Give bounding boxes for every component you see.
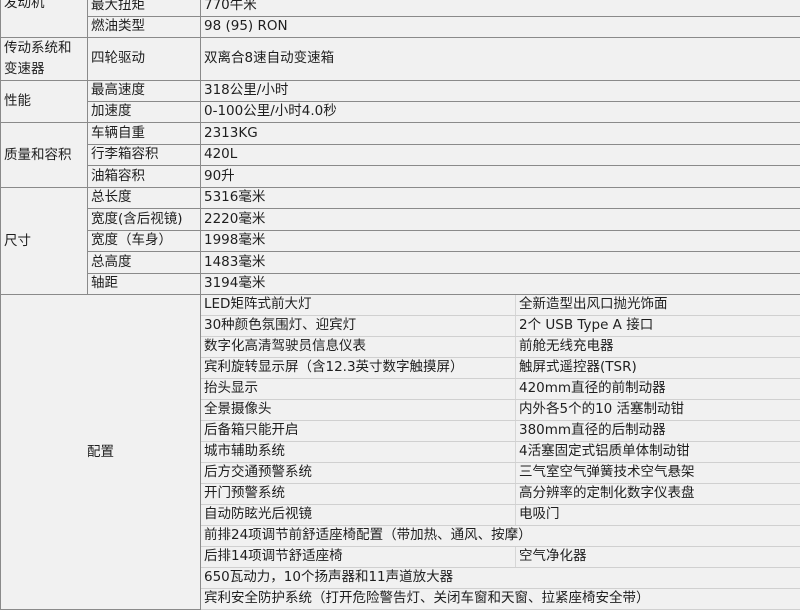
item-cell: 加速度 (88, 102, 201, 123)
config-item-right: 空气净化器 (516, 547, 800, 568)
config-item-right: 内外各5个的10 活塞制动钳 (516, 400, 800, 421)
item-cell: 轴距 (88, 274, 201, 295)
config-item-left: 30种颜色氛围灯、迎宾灯 (201, 316, 516, 337)
category-cell: 发动机 (1, 0, 88, 38)
spec-row: 传动系统和变速器四轮驱动双离合8速自动变速箱 (1, 38, 800, 81)
value-cell: 3194毫米 (201, 274, 800, 295)
item-cell: 四轮驱动 (88, 38, 201, 81)
category-label: 性能 (4, 93, 31, 109)
config-item-left: 抬头显示 (201, 379, 516, 400)
value-cell: 2313KG (201, 123, 800, 145)
value-cell: 2220毫米 (201, 209, 800, 231)
value-cell: 0-100公里/小时4.0秒 (201, 102, 800, 123)
item-cell: 燃油类型 (88, 17, 201, 38)
item-cell: 宽度(含后视镜) (88, 209, 201, 231)
config-item-right: 触屏式遥控器(TSR) (516, 358, 800, 379)
value-cell: 90升 (201, 166, 800, 188)
category-label: 尺寸 (4, 233, 31, 249)
value-cell: 770牛米 (201, 0, 800, 17)
value-cell: 98 (95) RON (201, 17, 800, 38)
category-label: 质量和容积 (4, 147, 72, 163)
config-item-left: 后备箱只能开启 (201, 421, 516, 442)
category-cell: 配置 (1, 295, 201, 610)
config-item-wide: 前排24项调节前舒适座椅配置（带加热、通风、按摩） (201, 526, 800, 547)
item-cell: 总长度 (88, 188, 201, 209)
value-cell: 1483毫米 (201, 252, 800, 274)
item-cell: 油箱容积 (88, 166, 201, 188)
category-cell: 性能 (1, 81, 88, 123)
config-item-left: 后排14项调节舒适座椅 (201, 547, 516, 568)
item-cell: 行李箱容积 (88, 145, 201, 166)
config-item-right: 380mm直径的后制动器 (516, 421, 800, 442)
config-item-left: 宾利旋转显示屏（含12.3英寸数字触摸屏） (201, 358, 516, 379)
category-label: 发动机 (4, 0, 45, 11)
config-item-right: 420mm直径的前制动器 (516, 379, 800, 400)
category-label: 传动系统和变速器 (4, 40, 72, 77)
config-item-wide: 650瓦动力，10个扬声器和11声道放大器 (201, 568, 800, 589)
item-cell: 最大扭矩 (88, 0, 201, 17)
spec-row: 宽度（车身）1998毫米 (1, 231, 800, 252)
category-cell: 质量和容积 (1, 123, 88, 188)
item-cell: 最高速度 (88, 81, 201, 102)
item-cell: 总高度 (88, 252, 201, 274)
config-item-left: LED矩阵式前大灯 (201, 295, 516, 316)
category-cell: 传动系统和变速器 (1, 38, 88, 81)
config-item-right: 全新造型出风口抛光饰面 (516, 295, 800, 316)
config-item-left: 城市辅助系统 (201, 442, 516, 463)
value-cell: 1998毫米 (201, 231, 800, 252)
config-item-right: 前舱无线充电器 (516, 337, 800, 358)
item-cell: 宽度（车身） (88, 231, 201, 252)
config-item-left: 自动防眩光后视镜 (201, 505, 516, 526)
value-cell: 318公里/小时 (201, 81, 800, 102)
value-cell: 双离合8速自动变速箱 (201, 38, 800, 81)
spec-row: 宽度(含后视镜)2220毫米 (1, 209, 800, 231)
config-item-left: 全景摄像头 (201, 400, 516, 421)
config-item-left: 数字化高清驾驶员信息仪表 (201, 337, 516, 358)
config-item-right: 三气室空气弹簧技术空气悬架 (516, 463, 800, 484)
config-item-wide: 宾利安全防护系统（打开危险警告灯、关闭车窗和天窗、拉紧座椅安全带） (201, 589, 800, 610)
category-cell: 尺寸 (1, 188, 88, 295)
config-item-right: 高分辨率的定制化数字仪表盘 (516, 484, 800, 505)
config-item-right: 电吸门 (516, 505, 800, 526)
config-item-right: 2个 USB Type A 接口 (516, 316, 800, 337)
value-cell: 420L (201, 145, 800, 166)
config-item-left: 后方交通预警系统 (201, 463, 516, 484)
item-cell: 车辆自重 (88, 123, 201, 145)
config-item-right: 4活塞固定式铝质单体制动钳 (516, 442, 800, 463)
value-cell: 5316毫米 (201, 188, 800, 209)
config-item-left: 开门预警系统 (201, 484, 516, 505)
